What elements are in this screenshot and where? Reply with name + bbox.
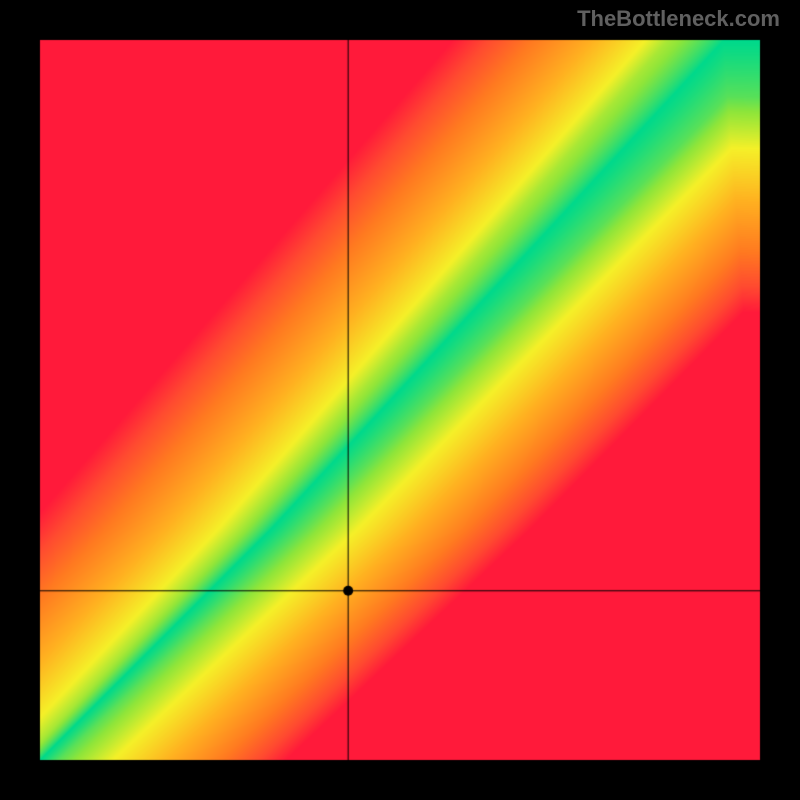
bottleneck-heatmap: [0, 0, 800, 800]
chart-container: TheBottleneck.com: [0, 0, 800, 800]
watermark-text: TheBottleneck.com: [577, 6, 780, 32]
